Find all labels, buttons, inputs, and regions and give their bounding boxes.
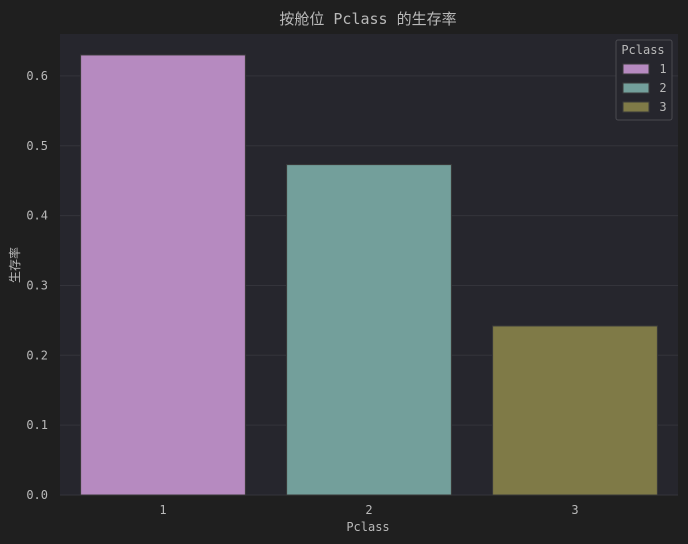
bar-pclass-3 (492, 325, 658, 496)
legend: Pclass 1 2 3 (615, 39, 673, 121)
bar-pclass-1 (80, 54, 246, 496)
x-axis-ticks: 1 2 3 (159, 503, 578, 517)
y-tick-label: 0.3 (26, 278, 48, 292)
chart-title: 按舱位 Pclass 的生存率 (279, 10, 456, 28)
legend-swatch (622, 82, 650, 94)
legend-box (615, 39, 673, 121)
y-tick-label: 0.1 (26, 418, 48, 432)
y-axis-ticks: 0.0 0.1 0.2 0.3 0.4 0.5 0.6 (26, 69, 48, 502)
y-tick-label: 0.0 (26, 488, 48, 502)
bars (80, 54, 658, 496)
x-tick-label: 3 (571, 503, 578, 517)
y-tick-label: 0.6 (26, 69, 48, 83)
legend-label: 2 (659, 81, 666, 95)
x-tick-label: 2 (365, 503, 372, 517)
legend-label: 3 (659, 100, 666, 114)
y-tick-label: 0.2 (26, 348, 48, 362)
y-tick-label: 0.4 (26, 209, 48, 223)
x-tick-label: 1 (159, 503, 166, 517)
legend-swatch (622, 101, 650, 113)
y-tick-label: 0.5 (26, 139, 48, 153)
legend-label: 1 (659, 62, 666, 76)
y-axis-label: 生存率 (7, 247, 22, 283)
legend-items: 1 2 3 (622, 62, 667, 114)
x-axis-label: Pclass (346, 520, 389, 534)
legend-title: Pclass (621, 43, 664, 57)
bar-pclass-2 (286, 164, 452, 496)
legend-swatch (622, 63, 650, 75)
